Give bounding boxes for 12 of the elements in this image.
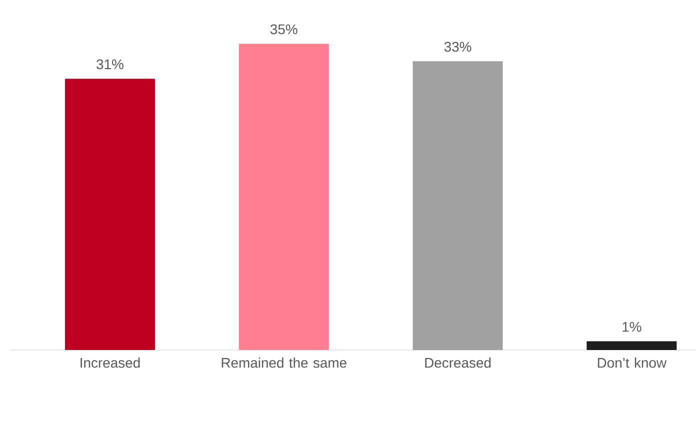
data-label: 33%	[444, 42, 472, 52]
bar	[64, 78, 155, 350]
bar	[238, 44, 329, 350]
data-label: 35%	[270, 24, 298, 34]
x-tick-label: Decreased	[425, 358, 491, 368]
x-tick-label: Increased	[80, 358, 140, 368]
x-tick-label: Remained the same	[222, 358, 346, 368]
data-label: 31%	[96, 59, 124, 70]
data-label: 1%	[622, 322, 642, 332]
x-tick-label: Don’t know	[598, 358, 667, 368]
bar	[412, 61, 503, 350]
bar	[586, 341, 677, 350]
